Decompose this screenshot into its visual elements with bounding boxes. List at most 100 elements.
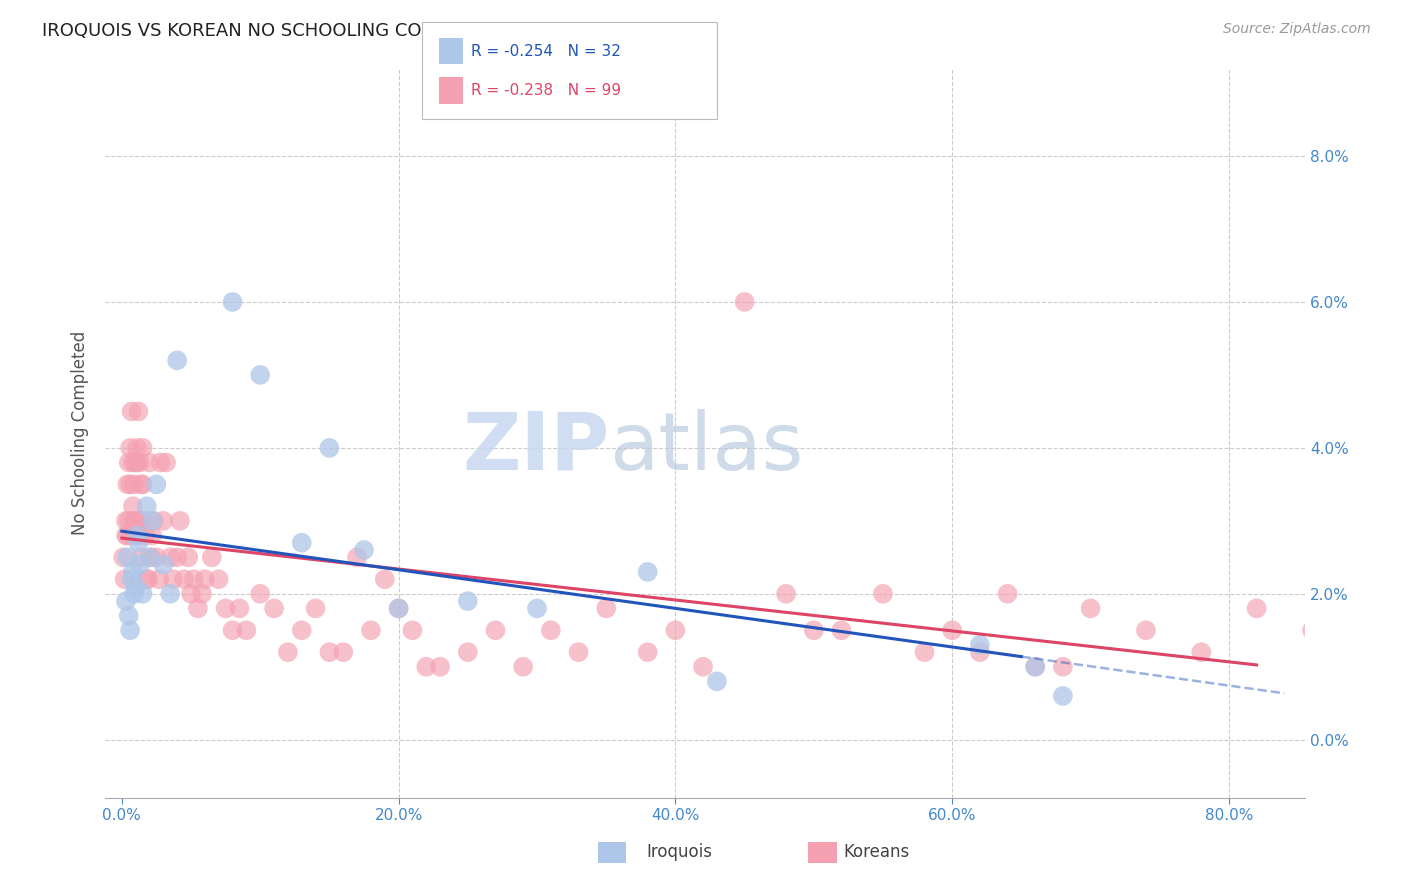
Point	[803, 624, 825, 638]
Point	[228, 601, 250, 615]
Point	[115, 528, 138, 542]
Point	[1080, 601, 1102, 615]
Point	[155, 455, 177, 469]
Point	[177, 550, 200, 565]
Point	[159, 550, 181, 565]
Point	[117, 550, 139, 565]
Point	[388, 601, 411, 615]
Point	[173, 572, 195, 586]
Point	[208, 572, 231, 586]
Point	[127, 535, 149, 549]
Point	[122, 565, 145, 579]
Point	[249, 368, 271, 382]
Point	[115, 514, 138, 528]
Point	[124, 514, 146, 528]
Point	[401, 624, 423, 638]
Point	[235, 624, 257, 638]
Point	[567, 645, 589, 659]
Point	[512, 659, 534, 673]
Point	[135, 500, 157, 514]
Point	[1135, 624, 1157, 638]
Point	[221, 295, 243, 310]
Point	[1357, 645, 1379, 659]
Point	[214, 601, 236, 615]
Point	[131, 441, 153, 455]
Point	[969, 638, 991, 652]
Point	[152, 514, 174, 528]
Point	[249, 587, 271, 601]
Point	[162, 572, 184, 586]
Point	[664, 624, 686, 638]
Point	[277, 645, 299, 659]
Point	[124, 514, 146, 528]
Point	[291, 535, 314, 549]
Point	[353, 543, 375, 558]
Point	[263, 601, 285, 615]
Point	[374, 572, 396, 586]
Point	[112, 550, 135, 565]
Point	[304, 601, 326, 615]
Text: R = -0.238   N = 99: R = -0.238 N = 99	[471, 83, 621, 98]
Point	[124, 587, 146, 601]
Point	[118, 608, 141, 623]
Point	[169, 514, 191, 528]
Point	[152, 558, 174, 572]
Point	[124, 477, 146, 491]
Point	[526, 601, 548, 615]
Point	[121, 572, 143, 586]
Point	[145, 550, 167, 565]
Point	[637, 565, 659, 579]
Point	[139, 550, 162, 565]
Point	[914, 645, 936, 659]
Point	[734, 295, 756, 310]
Point	[221, 624, 243, 638]
Text: IROQUOIS VS KOREAN NO SCHOOLING COMPLETED CORRELATION CHART: IROQUOIS VS KOREAN NO SCHOOLING COMPLETE…	[42, 22, 706, 40]
Point	[457, 645, 479, 659]
Point	[141, 514, 163, 528]
Point	[332, 645, 354, 659]
Point	[692, 659, 714, 673]
Point	[346, 550, 368, 565]
Point	[142, 514, 165, 528]
Point	[1301, 624, 1323, 638]
Point	[429, 659, 451, 673]
Point	[941, 624, 963, 638]
Point	[180, 587, 202, 601]
Point	[318, 441, 340, 455]
Point	[125, 441, 148, 455]
Point	[318, 645, 340, 659]
Point	[166, 353, 188, 368]
Point	[132, 514, 155, 528]
Point	[122, 500, 145, 514]
Point	[159, 587, 181, 601]
Point	[128, 558, 150, 572]
Point	[125, 455, 148, 469]
Point	[969, 645, 991, 659]
Point	[131, 477, 153, 491]
Point	[124, 580, 146, 594]
Point	[118, 455, 141, 469]
Point	[121, 528, 143, 542]
Text: ZIP: ZIP	[463, 409, 609, 487]
Point	[1024, 659, 1046, 673]
Point	[117, 528, 139, 542]
Point	[136, 572, 159, 586]
Point	[124, 455, 146, 469]
Point	[117, 477, 139, 491]
Point	[120, 477, 142, 491]
Point	[415, 659, 437, 673]
Point	[148, 572, 170, 586]
Text: Source: ZipAtlas.com: Source: ZipAtlas.com	[1223, 22, 1371, 37]
Point	[194, 572, 217, 586]
Point	[166, 550, 188, 565]
Point	[484, 624, 506, 638]
Point	[291, 624, 314, 638]
Point	[1024, 659, 1046, 673]
Point	[1052, 659, 1074, 673]
Text: Iroquois: Iroquois	[647, 843, 713, 861]
Point	[122, 455, 145, 469]
Point	[145, 477, 167, 491]
Point	[540, 624, 562, 638]
Point	[128, 455, 150, 469]
Point	[457, 594, 479, 608]
